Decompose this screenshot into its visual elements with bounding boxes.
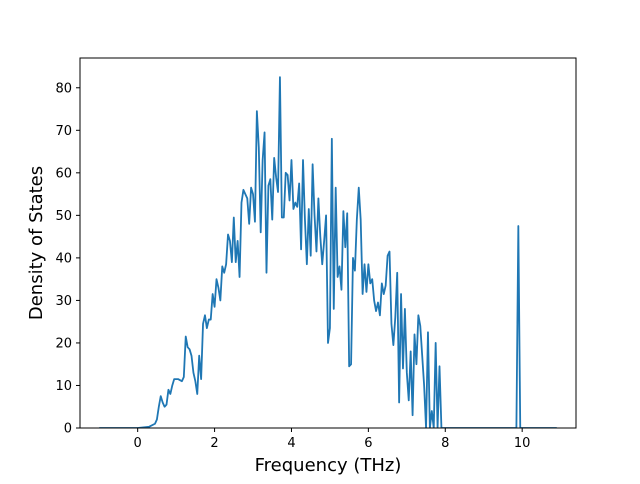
plot-area xyxy=(99,76,557,428)
y-tick-label: 0 xyxy=(64,422,72,437)
x-tick-label: 6 xyxy=(364,436,372,451)
y-tick-label: 20 xyxy=(55,336,72,351)
y-tick-label: 80 xyxy=(55,81,72,96)
x-tick-label: 8 xyxy=(441,436,449,451)
y-axis-label: Density of States xyxy=(26,166,47,320)
y-tick-label: 60 xyxy=(55,166,72,181)
x-tick-label: 4 xyxy=(287,436,295,451)
y-tick-label: 10 xyxy=(55,379,72,394)
y-tick-label: 30 xyxy=(55,294,72,309)
dos-series-line xyxy=(99,76,557,428)
axis-ticks: 0 2 4 6 8 10 0 10 20 30 40 50 60 70 80 xyxy=(55,81,530,451)
x-tick-label: 10 xyxy=(514,436,531,451)
axes-frame xyxy=(79,57,577,429)
y-tick-label: 70 xyxy=(55,124,72,139)
x-tick-label: 2 xyxy=(210,436,218,451)
y-tick-label: 50 xyxy=(55,209,72,224)
x-axis-label: Frequency (THz) xyxy=(255,455,402,476)
y-tick-label: 40 xyxy=(55,251,72,266)
x-tick-label: 0 xyxy=(134,436,142,451)
